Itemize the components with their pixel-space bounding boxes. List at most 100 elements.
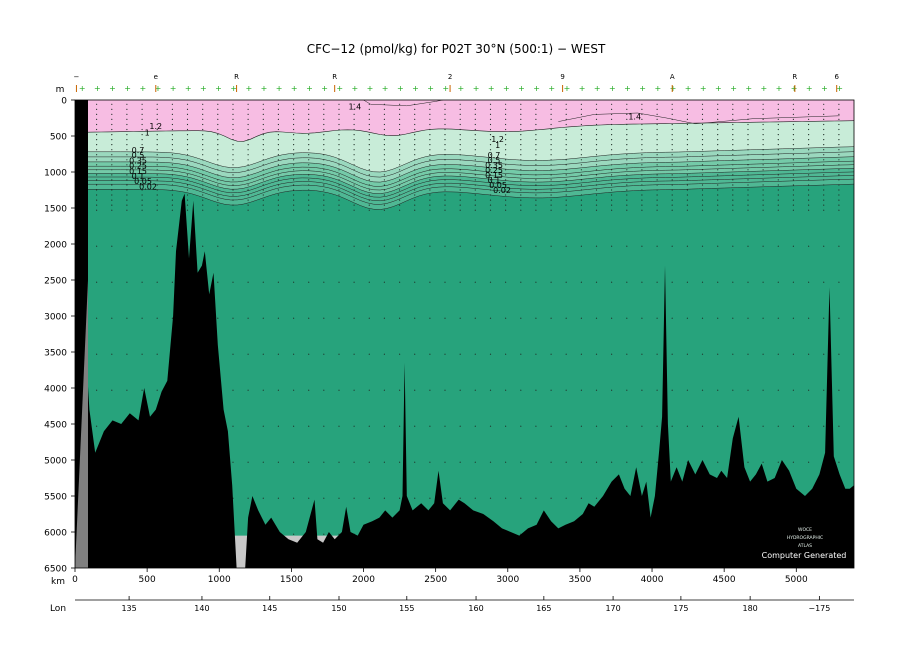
sample-dot (399, 184, 401, 186)
sample-dot (399, 103, 401, 105)
sample-dot (550, 144, 552, 146)
sample-dot (171, 204, 173, 206)
sample-dot (777, 139, 779, 141)
sample-dot (262, 194, 264, 196)
sample-dot (262, 281, 264, 283)
sample-dot (141, 118, 143, 120)
sample-dot (505, 184, 507, 186)
sample-dot (611, 149, 613, 151)
sample-dot (580, 184, 583, 186)
sample-dot (671, 194, 673, 196)
sample-dot (459, 245, 461, 247)
y-tick-label: 5000 (44, 457, 67, 467)
sample-dot (489, 184, 492, 186)
sample-dot (171, 179, 173, 181)
sample-dot (838, 144, 840, 146)
sample-dot (762, 353, 764, 355)
sample-dot (293, 497, 295, 499)
sample-dot (202, 123, 204, 126)
sample-dot (414, 497, 416, 499)
sample-dot (656, 118, 658, 120)
sample-dot (414, 317, 416, 319)
sample-dot (762, 194, 764, 196)
woce-watermark: WOCE HYDROGRAPHIC ATLAS Computer Generat… (762, 527, 847, 560)
sample-dot (838, 123, 840, 126)
sample-dot (368, 281, 370, 283)
sample-dot (747, 425, 749, 427)
sample-dot (626, 461, 628, 463)
sample-dot (580, 169, 583, 171)
sample-dot (595, 108, 598, 110)
sample-dot (293, 189, 295, 191)
sample-dot (368, 189, 370, 191)
sample-dot (732, 204, 734, 206)
sample-dot (293, 154, 295, 156)
sample-dot (686, 194, 689, 196)
sample-dot (792, 204, 795, 206)
sample-dot (474, 108, 476, 110)
contour-label-left: 0.25 (129, 162, 147, 171)
x-tick-label: 4000 (641, 575, 664, 585)
sample-dot (399, 154, 401, 156)
sample-dot (156, 149, 158, 151)
sample-dot (353, 461, 355, 463)
sample-dot (520, 159, 522, 161)
sample-dot (323, 113, 325, 115)
sample-dot (626, 164, 628, 166)
sample-dot (277, 194, 279, 196)
sample-dot (838, 184, 840, 186)
sample-dot (414, 164, 416, 166)
sample-dot (626, 108, 628, 110)
sample-dot (459, 128, 461, 131)
contour-line (75, 183, 854, 210)
sample-dot (96, 149, 98, 151)
sample-dot (338, 199, 340, 201)
sample-dot (550, 174, 552, 176)
sample-dot (399, 281, 401, 283)
sample-dot (792, 199, 795, 201)
sample-dot (277, 128, 279, 131)
sample-dot (383, 199, 385, 201)
station-plus: + (609, 84, 616, 93)
sample-dot (368, 113, 370, 115)
sample-dot (232, 209, 234, 211)
sample-dot (368, 144, 370, 146)
sample-dot (611, 174, 613, 176)
lon-axis: 135 140 145 150 155 160 165 170 175 180 −175 (121, 596, 830, 613)
sample-dot (444, 389, 446, 391)
sample-dot (353, 144, 355, 146)
sample-dot (323, 353, 325, 355)
sample-dot (232, 179, 234, 181)
sample-dot (489, 497, 492, 499)
contour-line-1.4 (558, 112, 840, 125)
sample-dot (671, 103, 673, 105)
sample-dot (732, 134, 734, 136)
sample-dot (717, 425, 719, 427)
sample-dot (808, 164, 810, 166)
sample-dot (308, 154, 310, 156)
sample-dot (701, 108, 704, 110)
sample-dot (126, 245, 128, 247)
sample-dot (762, 189, 764, 191)
sample-dot (323, 317, 325, 319)
sample-dot (156, 194, 158, 196)
sample-dot (671, 204, 673, 206)
sample-dot (656, 164, 658, 166)
sample-dot (262, 317, 264, 319)
sample-dot (686, 169, 689, 171)
sample-dot (520, 204, 522, 206)
section-label: 2 (448, 73, 452, 81)
sample-dot (277, 149, 279, 151)
sample-dot (338, 108, 340, 110)
sample-dot (595, 199, 598, 201)
station-plus: + (745, 84, 752, 93)
sample-dot (171, 113, 173, 115)
sample-dot (399, 389, 401, 391)
sample-dot (338, 209, 340, 211)
sample-dot (414, 353, 416, 355)
sample-dot (505, 189, 507, 191)
sample-dot (535, 118, 537, 120)
sample-dot (808, 189, 810, 191)
sample-dot (505, 154, 507, 156)
y-tick-label: 2000 (44, 241, 67, 251)
